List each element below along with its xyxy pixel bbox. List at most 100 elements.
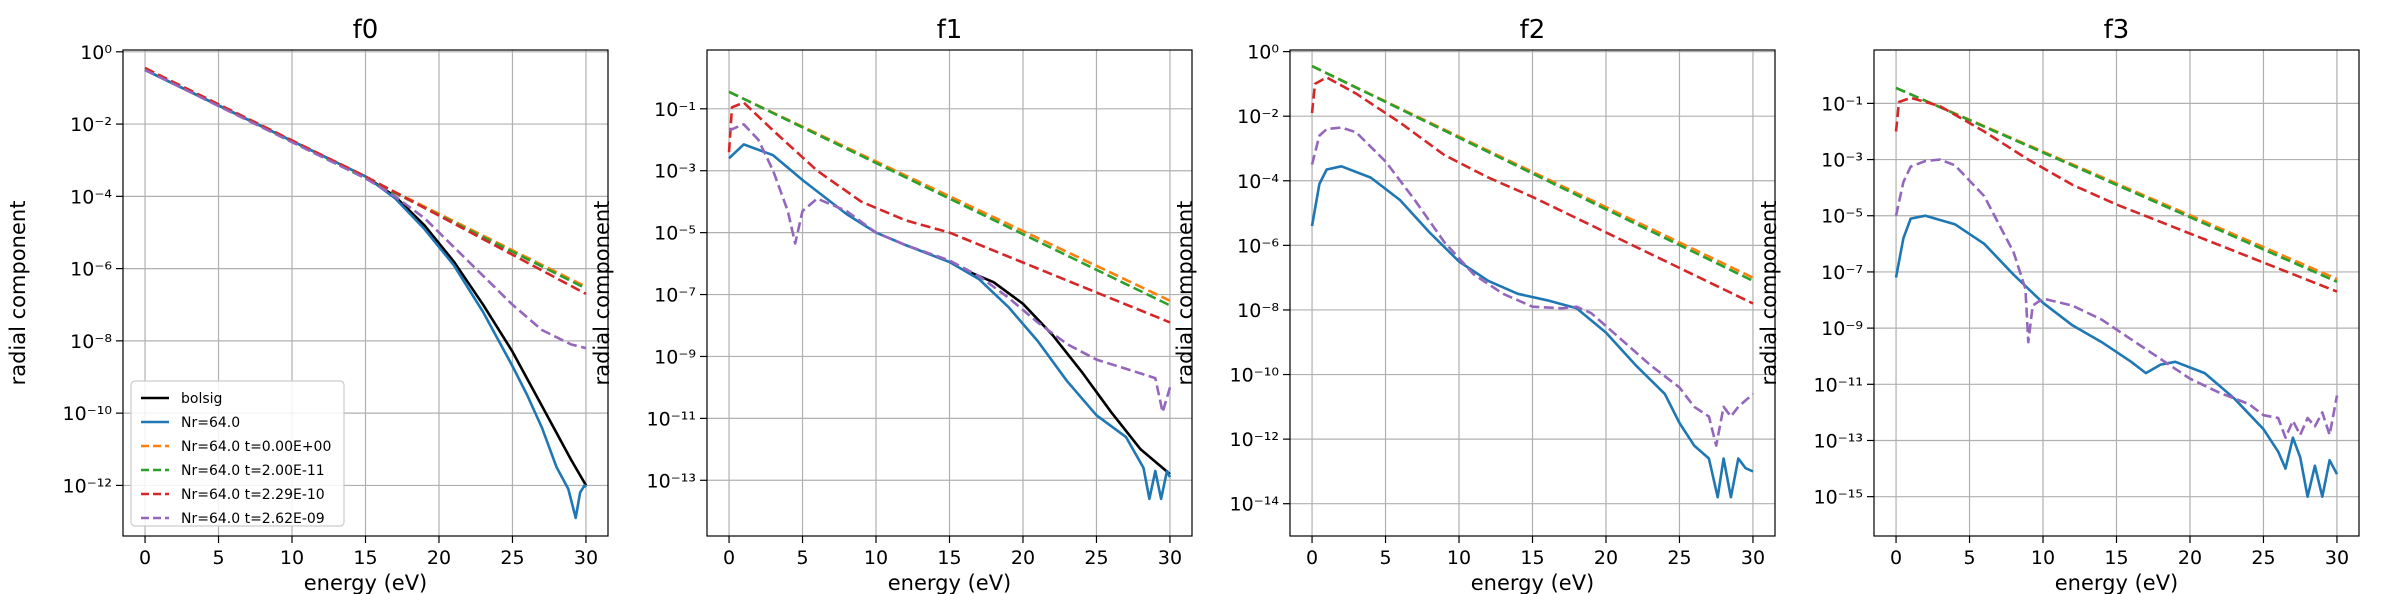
x-tick-label: 10 — [1447, 547, 1471, 569]
y-tick-label: 10⁻² — [70, 114, 112, 136]
x-tick-label: 20 — [2178, 547, 2202, 569]
axes-frame — [1289, 49, 1776, 537]
panel-f1: f1 0 5 10 15 20 25 30 10⁻¹ 10⁻³ 10⁻⁵ 10⁻⁷ 10⁻⁹ 10⁻¹¹ 1… — [590, 15, 1193, 594]
y-tick-label: 10⁻⁵ — [1821, 206, 1863, 228]
x-tick-label: 5 — [796, 547, 808, 569]
series-line — [144, 68, 587, 520]
panel-title: f2 — [1520, 15, 1546, 45]
y-axis-label: radial component — [6, 201, 30, 386]
x-tick-label: 30 — [574, 547, 598, 569]
y-tick-label: 10⁻⁴ — [70, 186, 112, 208]
x-tick-label: 30 — [1741, 547, 1765, 569]
series-line — [144, 68, 587, 350]
y-tick-label: 10⁻⁷ — [1821, 262, 1863, 284]
series-line — [1895, 86, 2338, 283]
y-tick-label: 10⁻³ — [1821, 150, 1863, 172]
y-tick-label: 10⁻¹² — [63, 475, 112, 497]
series-line — [144, 66, 587, 296]
series-line — [1310, 165, 1754, 499]
y-tick-label: 10⁻¹² — [1230, 429, 1279, 451]
panel-f2: f2 0 5 10 15 20 25 30 10⁰ 10⁻² 10⁻⁴ 10⁻⁶ 10⁻⁸ 10⁻¹⁰ 10… — [1173, 15, 1776, 594]
y-tick-label: 10⁻¹¹ — [1814, 374, 1863, 396]
legend: bolsig Nr=64.0 Nr=64.0 t=0.00E+00 Nr=64.0 t… — [130, 380, 345, 527]
y-tick-label: 10⁻¹⁴ — [1230, 494, 1280, 516]
series-line — [727, 101, 1171, 324]
x-tick-label: 15 — [937, 547, 961, 569]
x-tick-label: 20 — [1594, 547, 1618, 569]
y-tick-label: 10⁻⁹ — [654, 346, 696, 368]
x-tick-label: 15 — [1520, 547, 1544, 569]
x-tick-label: 10 — [280, 547, 304, 569]
axes-frame — [1873, 49, 2360, 537]
x-axis-label: energy (eV) — [304, 571, 428, 594]
x-tick-label: 10 — [2031, 547, 2055, 569]
x-tick-label: 20 — [1011, 547, 1035, 569]
x-axis-label: energy (eV) — [888, 571, 1012, 594]
legend-entry: Nr=64.0 t=2.29E-10 — [181, 487, 325, 503]
y-tick-label: 10⁻¹⁰ — [1230, 365, 1279, 387]
y-tick-label: 10⁻⁶ — [70, 259, 112, 281]
y-tick-label: 10⁻⁵ — [654, 223, 696, 245]
series-line — [728, 123, 1172, 414]
x-tick-label: 20 — [427, 547, 451, 569]
y-tick-label: 10⁻¹¹ — [647, 408, 696, 430]
y-tick-label: 10⁻⁴ — [1237, 171, 1279, 193]
series-line — [1894, 158, 2339, 440]
series-line — [1310, 76, 1754, 305]
y-tick-label: 10⁻¹³ — [1814, 430, 1863, 452]
x-tick-label: 25 — [2251, 547, 2275, 569]
y-tick-label: 10⁰ — [80, 42, 112, 64]
x-tick-label: 25 — [1084, 547, 1108, 569]
x-tick-label: 5 — [212, 547, 224, 569]
x-axis-label: energy (eV) — [1471, 571, 1595, 594]
y-axis-label: radial component — [1173, 201, 1197, 386]
panel-f3: f3 0 5 10 15 20 25 30 10⁻¹ 10⁻³ 10⁻⁵ 10⁻⁷ 10⁻⁹ 10⁻¹¹ 1… — [1757, 15, 2360, 594]
y-tick-label: 10⁻⁸ — [1237, 300, 1279, 322]
x-tick-label: 25 — [500, 547, 524, 569]
series-line — [1311, 64, 1754, 283]
y-tick-label: 10⁻⁶ — [1237, 235, 1279, 257]
panel-title: f0 — [353, 15, 379, 45]
x-tick-label: 10 — [864, 547, 888, 569]
x-tick-label: 0 — [1890, 547, 1902, 569]
y-tick-label: 10⁻¹ — [654, 99, 696, 121]
y-tick-label: 10⁻¹⁰ — [63, 403, 112, 425]
series-line — [1310, 126, 1754, 447]
y-tick-label: 10⁻³ — [654, 161, 696, 183]
y-axis-label: radial component — [1757, 201, 1781, 386]
panel-f0: f0 0 5 10 15 20 25 30 10⁰ 10⁻² 10⁻⁴ 10⁻⁶ 10⁻⁸ 10⁻¹⁰ 10… — [6, 15, 609, 594]
y-tick-label: 10⁰ — [1247, 42, 1279, 64]
legend-entry: Nr=64.0 t=2.00E-11 — [181, 463, 325, 479]
series-line — [728, 90, 1171, 307]
panel-title: f1 — [937, 15, 963, 45]
x-tick-label: 5 — [1963, 547, 1975, 569]
series-line — [1894, 96, 2338, 293]
x-tick-label: 15 — [2104, 547, 2128, 569]
x-tick-label: 30 — [2325, 547, 2349, 569]
legend-entry: bolsig — [181, 391, 222, 407]
series-line — [963, 268, 1171, 476]
legend-entry: Nr=64.0 — [181, 415, 240, 431]
x-axis-label: energy (eV) — [2055, 571, 2179, 594]
x-tick-label: 0 — [1306, 547, 1318, 569]
x-tick-label: 0 — [139, 547, 151, 569]
panel-title: f3 — [2104, 15, 2130, 45]
y-tick-label: 10⁻⁷ — [654, 285, 696, 307]
x-tick-label: 15 — [353, 547, 377, 569]
y-tick-label: 10⁻² — [1237, 106, 1279, 128]
axes-frame — [706, 49, 1193, 537]
x-tick-label: 5 — [1379, 547, 1391, 569]
x-tick-label: 0 — [723, 547, 735, 569]
y-tick-label: 10⁻¹³ — [647, 470, 696, 492]
y-tick-label: 10⁻⁸ — [70, 331, 112, 353]
series-line — [728, 143, 1172, 501]
legend-entry: Nr=64.0 t=2.62E-09 — [181, 511, 325, 527]
y-tick-label: 10⁻¹⁵ — [1814, 487, 1863, 509]
legend-box — [130, 380, 345, 527]
x-tick-label: 30 — [1158, 547, 1182, 569]
x-tick-label: 25 — [1667, 547, 1691, 569]
y-tick-label: 10⁻¹ — [1821, 93, 1863, 115]
legend-entry: Nr=64.0 t=0.00E+00 — [181, 439, 331, 455]
axes-frame — [122, 49, 609, 537]
